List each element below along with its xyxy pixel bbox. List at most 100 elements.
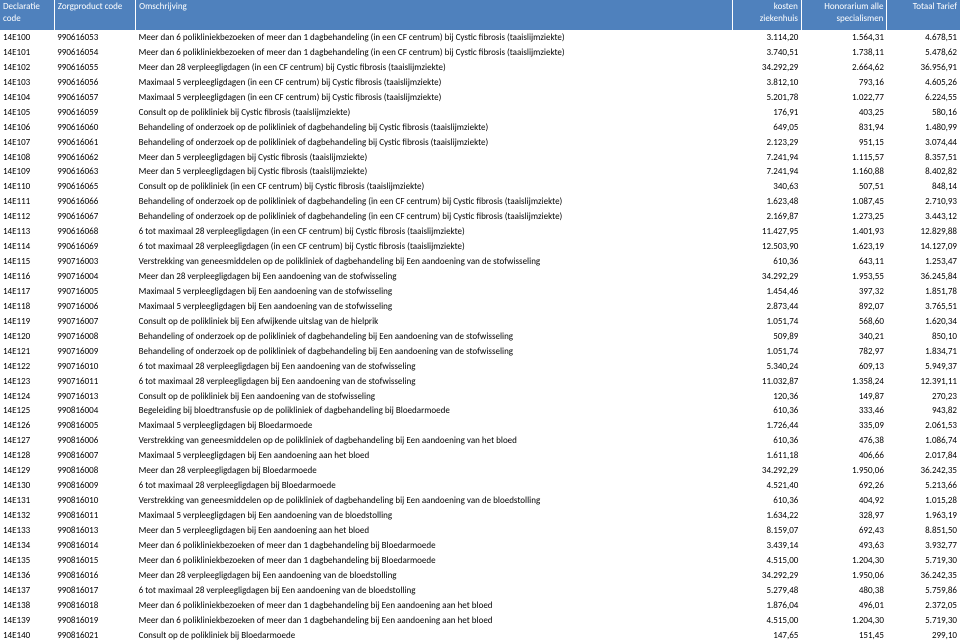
cell-tot: 943,82	[887, 404, 960, 419]
cell-code: 14E110	[0, 180, 54, 195]
cell-hon: 1.273,25	[801, 210, 887, 225]
cell-hon: 496,01	[801, 598, 887, 613]
cell-desc: Verstrekking van geneesmiddelen op de po…	[136, 255, 733, 270]
table-row: 14E124990716013Consult op de polikliniek…	[0, 389, 960, 404]
cell-zp: 990616065	[54, 180, 135, 195]
cell-cost: 4.521,40	[733, 479, 802, 494]
cell-hon: 1.160,88	[801, 165, 887, 180]
cell-cost: 34.292,29	[733, 568, 802, 583]
cell-desc: Behandeling of onderzoek op de poliklini…	[136, 120, 733, 135]
cell-zp: 990616066	[54, 195, 135, 210]
cell-code: 14E103	[0, 75, 54, 90]
table-row: 14E116990716004Meer dan 28 verpleegligda…	[0, 270, 960, 285]
cell-cost: 610,36	[733, 434, 802, 449]
col-header-cost-l1: kosten	[774, 1, 798, 12]
cell-code: 14E118	[0, 299, 54, 314]
cell-hon: 1.204,30	[801, 553, 887, 568]
cell-tot: 8.402,82	[887, 165, 960, 180]
tariff-table: Declaratie code Zorgproduct code Omschri…	[0, 0, 960, 640]
cell-tot: 3.443,12	[887, 210, 960, 225]
cell-cost: 11.032,87	[733, 374, 802, 389]
cell-tot: 12.829,88	[887, 225, 960, 240]
cell-tot: 12.391,11	[887, 374, 960, 389]
cell-tot: 3.765,51	[887, 299, 960, 314]
cell-desc: Consult op de polikliniek bij Een aandoe…	[136, 389, 733, 404]
cell-desc: Meer dan 28 verpleegligdagen bij Bloedar…	[136, 464, 733, 479]
cell-cost: 8.159,07	[733, 523, 802, 538]
cell-zp: 990816019	[54, 613, 135, 628]
cell-hon: 568,60	[801, 314, 887, 329]
cell-hon: 1.401,93	[801, 225, 887, 240]
cell-code: 14E137	[0, 583, 54, 598]
cell-desc: Meer dan 5 verpleegligdagen bij Cystic f…	[136, 150, 733, 165]
cell-desc: Meer dan 5 verpleegligdagen bij Een aand…	[136, 523, 733, 538]
cell-desc: Consult op de polikliniek (in een CF cen…	[136, 180, 733, 195]
cell-zp: 990816008	[54, 464, 135, 479]
cell-code: 14E130	[0, 479, 54, 494]
cell-tot: 580,16	[887, 105, 960, 120]
cell-cost: 3.439,14	[733, 538, 802, 553]
cell-hon: 1.950,06	[801, 464, 887, 479]
cell-cost: 2.873,44	[733, 299, 802, 314]
cell-code: 14E115	[0, 255, 54, 270]
table-row: 14E118990716006Maximaal 5 verpleegligdag…	[0, 299, 960, 314]
cell-code: 14E109	[0, 165, 54, 180]
cell-cost: 509,89	[733, 329, 802, 344]
cell-code: 14E134	[0, 538, 54, 553]
cell-tot: 2.372,05	[887, 598, 960, 613]
cell-cost: 7.241,94	[733, 165, 802, 180]
table-row: 14E106990616060Behandeling of onderzoek …	[0, 120, 960, 135]
cell-hon: 403,25	[801, 105, 887, 120]
cell-tot: 36.245,84	[887, 270, 960, 285]
cell-hon: 831,94	[801, 120, 887, 135]
cell-code: 14E113	[0, 225, 54, 240]
cell-hon: 1.623,19	[801, 240, 887, 255]
cell-tot: 4.678,51	[887, 30, 960, 45]
cell-tot: 36.242,35	[887, 568, 960, 583]
cell-desc: Meer dan 6 polikliniekbezoeken of meer d…	[136, 613, 733, 628]
cell-desc: Verstrekking van geneesmiddelen op de po…	[136, 494, 733, 509]
cell-code: 14E107	[0, 135, 54, 150]
table-row: 14E131990816010Verstrekking van geneesmi…	[0, 494, 960, 509]
cell-desc: Verstrekking van geneesmiddelen op de po…	[136, 434, 733, 449]
col-header-code: Declaratie code	[0, 0, 54, 30]
cell-desc: Meer dan 28 verpleegligdagen (in een CF …	[136, 60, 733, 75]
cell-hon: 1.950,06	[801, 568, 887, 583]
cell-cost: 340,63	[733, 180, 802, 195]
cell-tot: 5.719,30	[887, 613, 960, 628]
table-row: 14E139990816019Meer dan 6 polikliniekbez…	[0, 613, 960, 628]
cell-hon: 149,87	[801, 389, 887, 404]
cell-desc: Behandeling of onderzoek op de poliklini…	[136, 329, 733, 344]
cell-code: 14E127	[0, 434, 54, 449]
cell-hon: 328,97	[801, 509, 887, 524]
cell-tot: 1.851,78	[887, 284, 960, 299]
cell-tot: 1.086,74	[887, 434, 960, 449]
table-row: 14E127990816006Verstrekking van geneesmi…	[0, 434, 960, 449]
cell-tot: 14.127,09	[887, 240, 960, 255]
cell-zp: 990616069	[54, 240, 135, 255]
cell-desc: Behandeling of onderzoek op de poliklini…	[136, 344, 733, 359]
cell-code: 14E105	[0, 105, 54, 120]
table-row: 14E1149906160696 tot maximaal 28 verplee…	[0, 240, 960, 255]
cell-zp: 990716003	[54, 255, 135, 270]
cell-code: 14E106	[0, 120, 54, 135]
table-row: 14E108990616062Meer dan 5 verpleegligdag…	[0, 150, 960, 165]
cell-zp: 990616054	[54, 45, 135, 60]
table-row: 14E133990816013Meer dan 5 verpleegligdag…	[0, 523, 960, 538]
cell-zp: 990616056	[54, 75, 135, 90]
cell-zp: 990816006	[54, 434, 135, 449]
cell-tot: 2.710,93	[887, 195, 960, 210]
cell-code: 14E119	[0, 314, 54, 329]
cell-hon: 692,26	[801, 479, 887, 494]
cell-code: 14E122	[0, 359, 54, 374]
cell-tot: 3.932,77	[887, 538, 960, 553]
cell-cost: 5.201,78	[733, 90, 802, 105]
cell-zp: 990816007	[54, 449, 135, 464]
cell-code: 14E136	[0, 568, 54, 583]
cell-desc: Begeleiding bij bloedtransfusie op de po…	[136, 404, 733, 419]
cell-code: 14E140	[0, 628, 54, 640]
cell-desc: Maximaal 5 verpleegligdagen bij Bloedarm…	[136, 419, 733, 434]
col-header-cost-l2: ziekenhuis	[760, 13, 798, 24]
table-row: 14E125990816004Begeleiding bij bloedtran…	[0, 404, 960, 419]
table-body: 14E100990616053Meer dan 6 polikliniekbez…	[0, 30, 960, 640]
